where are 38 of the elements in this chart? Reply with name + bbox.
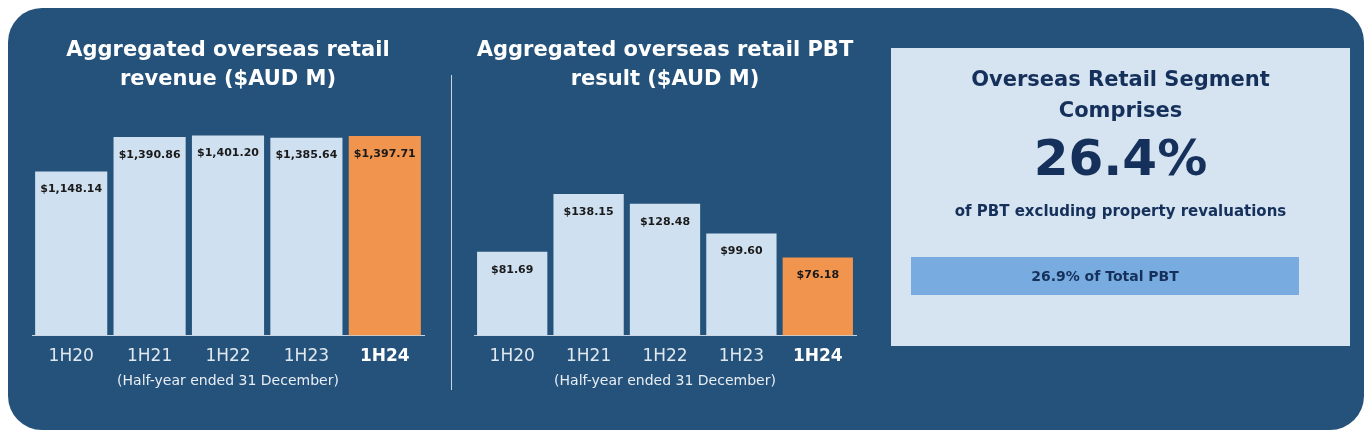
chart-title: Aggregated overseas retail revenue ($AUD M) (65, 36, 391, 92)
bar (782, 257, 853, 336)
x-tick-label: 1H20 (48, 345, 94, 366)
bar (706, 233, 777, 336)
x-tick-label: 1H23 (718, 345, 765, 366)
text: of PBT excluding property revaluations (953, 202, 1288, 222)
bar (191, 135, 265, 336)
data-label: $1,401.20 (197, 146, 260, 160)
bar (113, 136, 186, 336)
x-tick-label: 1H24 (792, 345, 843, 366)
data-label: $1,397.71 (353, 146, 416, 160)
chart-title: Aggregated overseas retail PBT result ($AUD M) (475, 36, 855, 92)
bar (629, 203, 701, 336)
bar (477, 251, 548, 336)
bar (270, 137, 343, 336)
x-tick-label: 1H21 (126, 345, 173, 366)
data-label: $1,385.64 (275, 148, 338, 162)
text: 26.4% (1032, 128, 1209, 189)
bar (35, 171, 108, 336)
data-label: $1,390.86 (118, 147, 181, 161)
x-axis-title: (Half-year ended 31 December) (116, 372, 340, 388)
bar (348, 135, 421, 336)
x-axis-title: (Half-year ended 31 December) (553, 372, 777, 388)
x-tick-label: 1H20 (489, 345, 535, 366)
text: 26.9% of Total PBT (911, 257, 1299, 295)
x-tick-label: 1H22 (642, 345, 688, 366)
bar (553, 193, 624, 336)
x-tick-label: 1H21 (565, 345, 612, 366)
data-label: $99.60 (720, 244, 763, 258)
x-tick-label: 1H24 (359, 345, 410, 366)
data-label: $76.18 (796, 268, 840, 282)
data-label: $128.48 (639, 214, 691, 228)
data-label: $138.15 (563, 204, 614, 218)
text: Overseas Retail Segment Comprises (970, 66, 1271, 124)
data-label: $1,148.14 (40, 182, 103, 196)
x-tick-label: 1H23 (283, 345, 330, 366)
x-tick-label: 1H22 (205, 345, 251, 366)
data-label: $81.69 (490, 262, 534, 276)
